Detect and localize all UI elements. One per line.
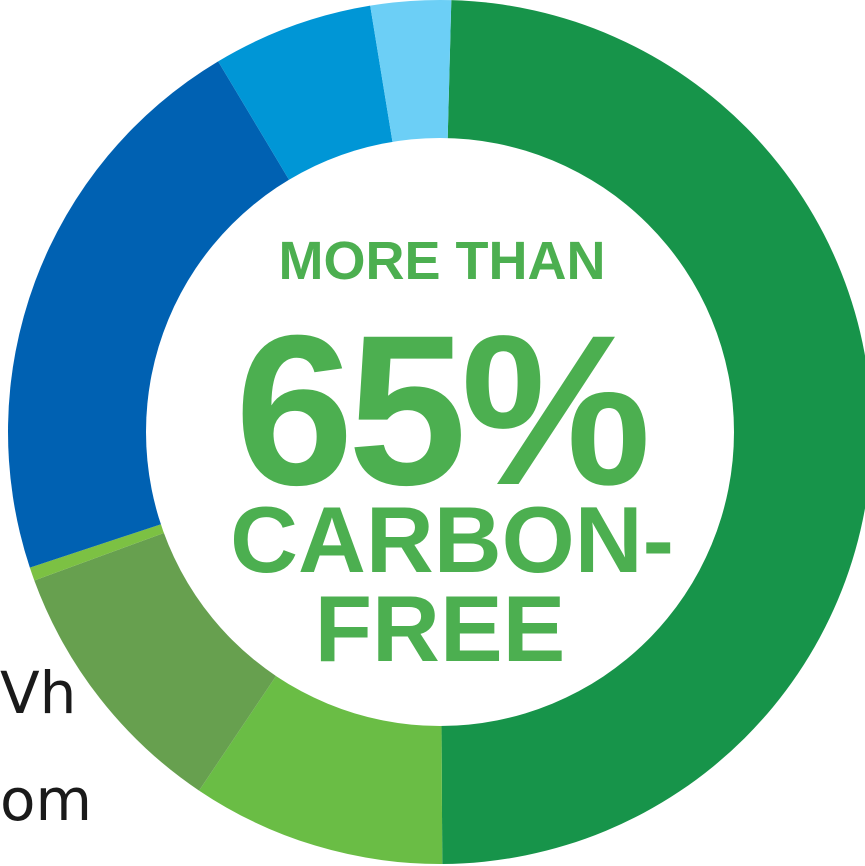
- center-label-carbon: CARBON-: [230, 487, 674, 592]
- cut-off-text-line-1: Vh: [0, 659, 77, 727]
- center-label-percent: 65%: [235, 291, 646, 530]
- cut-off-text-line-2: om: [0, 766, 92, 834]
- center-label-free: FREE: [315, 576, 566, 681]
- center-label-more-than: MORE THAN: [279, 231, 606, 291]
- donut-hole: [146, 138, 734, 726]
